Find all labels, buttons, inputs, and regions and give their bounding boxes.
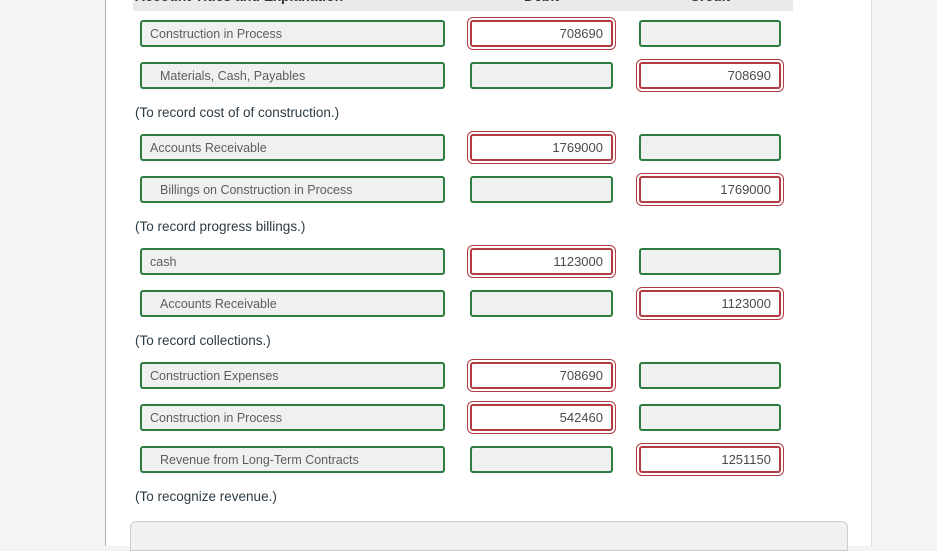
- journal-row: [106, 131, 871, 164]
- account-title-input[interactable]: [140, 248, 445, 275]
- account-title-input[interactable]: [140, 446, 445, 473]
- debit-input[interactable]: [467, 131, 616, 164]
- debit-input[interactable]: [467, 245, 616, 278]
- journal-row: [106, 173, 871, 206]
- entry-explanation: (To record progress billings.): [135, 219, 306, 234]
- journal-row: [106, 245, 871, 278]
- account-title-input[interactable]: [140, 362, 445, 389]
- account-title-input[interactable]: [140, 20, 445, 47]
- credit-input[interactable]: [639, 362, 781, 389]
- credit-input[interactable]: [636, 173, 784, 206]
- entry-explanation: (To record collections.): [135, 333, 271, 348]
- entry-explanation: (To recognize revenue.): [135, 489, 277, 504]
- debit-input[interactable]: [470, 446, 613, 473]
- journal-row: [106, 17, 871, 50]
- credit-column-header: Credit: [639, 0, 781, 5]
- account-title-input[interactable]: [140, 290, 445, 317]
- journal-row: [106, 59, 871, 92]
- debit-input[interactable]: [470, 290, 613, 317]
- debit-input[interactable]: [470, 62, 613, 89]
- credit-input[interactable]: [636, 287, 784, 320]
- debit-column-header: Debit: [470, 0, 613, 5]
- credit-input[interactable]: [639, 134, 781, 161]
- account-title-input[interactable]: [140, 404, 445, 431]
- debit-input[interactable]: [467, 359, 616, 392]
- journal-row: [106, 287, 871, 320]
- credit-input[interactable]: [639, 248, 781, 275]
- credit-input[interactable]: [639, 404, 781, 431]
- journal-row: [106, 443, 871, 476]
- account-titles-column-header: Account Titles and Explanation: [133, 0, 470, 5]
- entry-explanation: (To record cost of of construction.): [135, 105, 340, 120]
- credit-input[interactable]: [639, 20, 781, 47]
- header-gap: [613, 0, 639, 5]
- account-title-input[interactable]: [140, 176, 445, 203]
- credit-input[interactable]: [636, 443, 784, 476]
- account-title-input[interactable]: [140, 134, 445, 161]
- debit-input[interactable]: [467, 401, 616, 434]
- journal-entry-panel: Account Titles and Explanation Debit Cre…: [105, 0, 872, 551]
- next-section-panel-edge: [130, 521, 848, 551]
- debit-input[interactable]: [467, 17, 616, 50]
- journal-row: [106, 401, 871, 434]
- debit-input[interactable]: [470, 176, 613, 203]
- account-title-input[interactable]: [140, 62, 445, 89]
- credit-input[interactable]: [636, 59, 784, 92]
- table-header: Account Titles and Explanation Debit Cre…: [133, 0, 793, 11]
- journal-row: [106, 359, 871, 392]
